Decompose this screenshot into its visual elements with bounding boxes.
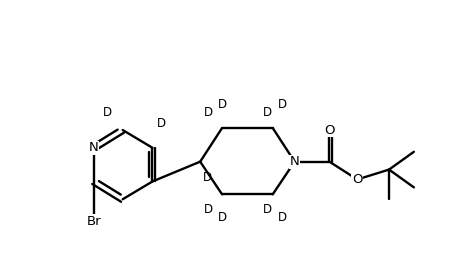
Text: Br: Br <box>87 215 101 228</box>
Text: D: D <box>278 98 287 111</box>
Text: N: N <box>89 141 99 154</box>
Text: O: O <box>324 123 335 137</box>
Text: D: D <box>218 211 226 224</box>
Text: D: D <box>278 211 287 224</box>
Text: D: D <box>204 203 213 216</box>
Text: D: D <box>263 203 272 216</box>
Text: D: D <box>103 106 113 119</box>
Text: O: O <box>352 173 363 186</box>
Text: D: D <box>157 117 166 129</box>
Text: D: D <box>204 106 213 119</box>
Text: N: N <box>290 155 300 168</box>
Text: D: D <box>218 98 226 111</box>
Text: D: D <box>263 106 272 119</box>
Text: D: D <box>203 171 212 184</box>
